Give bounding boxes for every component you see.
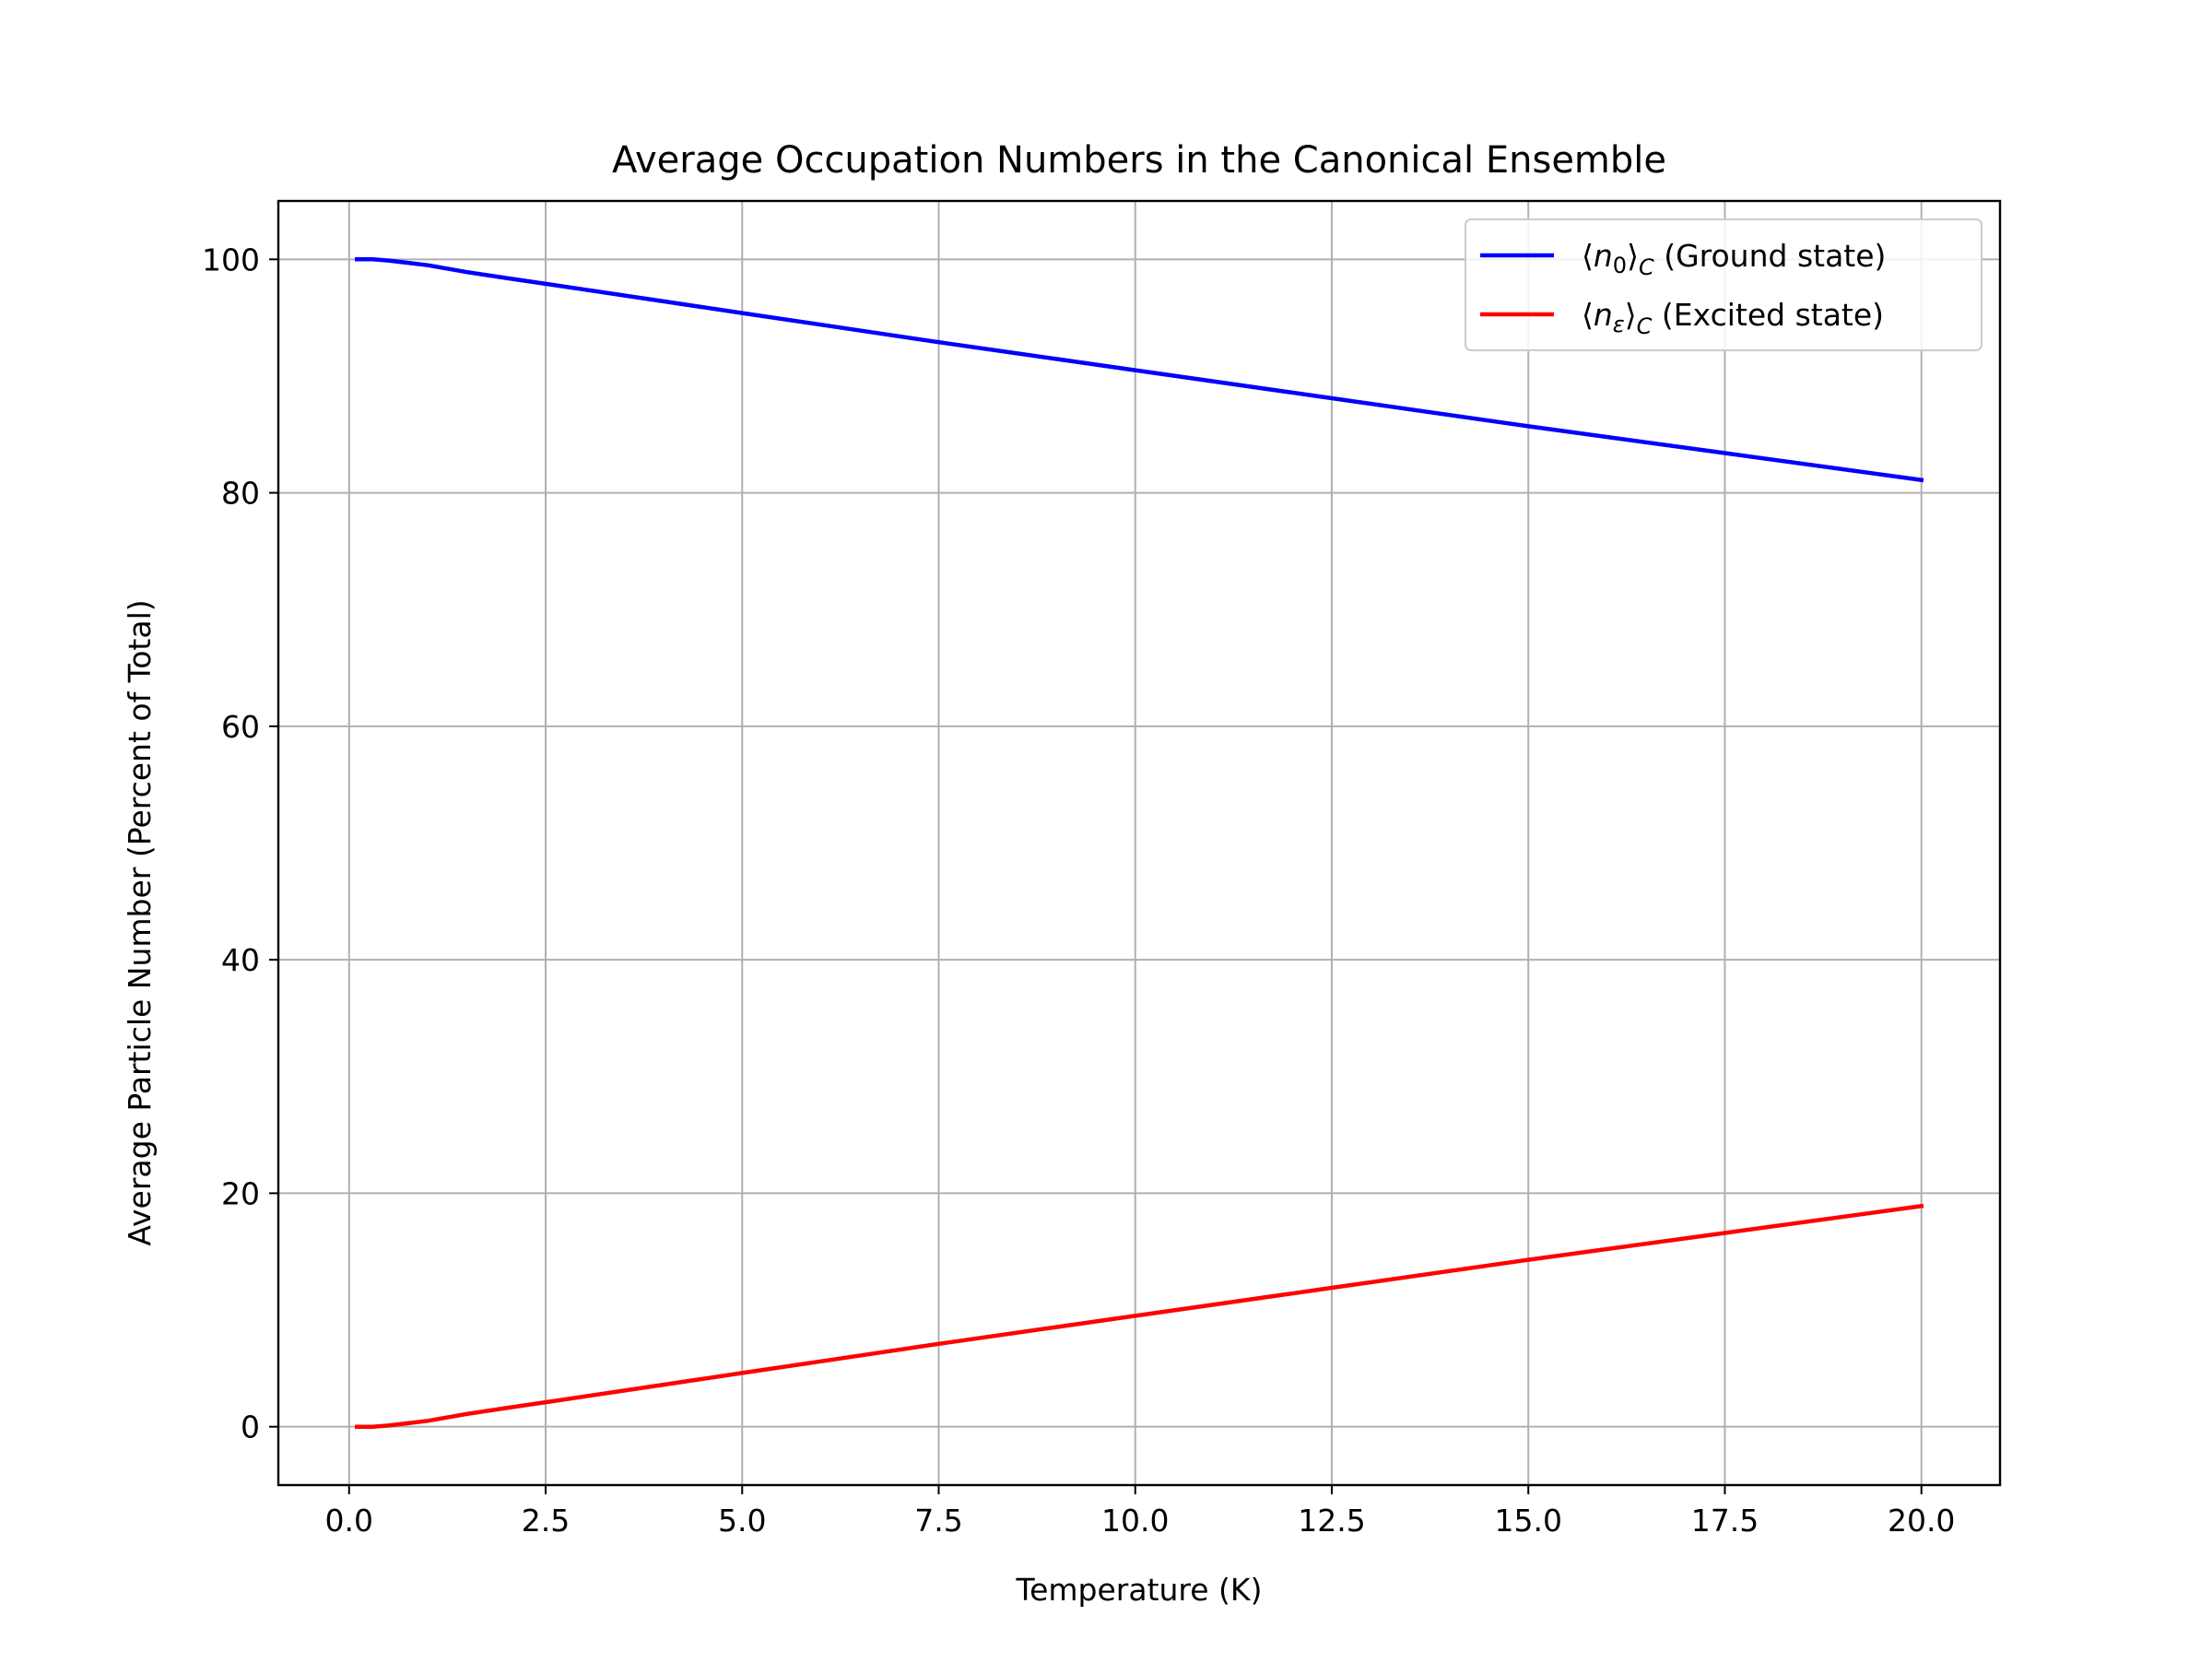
legend-label: ⟨nε⟩C (Excited state)	[1582, 297, 1884, 339]
legend-box	[1465, 218, 1983, 351]
axis-ticks: 0.0 2.5 5.0 7.5 10.0 12.5 15.0 17.5 20.0 0 20 40 60 8…	[202, 242, 1955, 1539]
x-tick-label: 0.0	[325, 1503, 373, 1539]
legend: ⟨n0⟩C (Ground state) ⟨nε⟩C (Excited state…	[1465, 218, 1983, 351]
y-tick-label: 20	[221, 1175, 260, 1211]
y-tick-label: 0	[241, 1409, 260, 1445]
y-tick-label: 80	[221, 476, 260, 512]
series-line-ground-state	[355, 257, 1924, 483]
x-tick-label: 12.5	[1298, 1503, 1365, 1539]
y-tick-label: 100	[202, 242, 260, 277]
chart-title: Average Occupation Numbers in the Canoni…	[612, 139, 1666, 182]
x-tick-label: 10.0	[1101, 1503, 1169, 1539]
x-axis-label: Temperature (K)	[1016, 1572, 1263, 1608]
x-tick-label: 20.0	[1888, 1503, 1955, 1539]
x-tick-label: 15.0	[1494, 1503, 1561, 1539]
x-tick-label: 7.5	[914, 1503, 962, 1539]
x-tick-label: 2.5	[522, 1503, 570, 1539]
grid-lines	[278, 201, 2000, 1485]
y-tick-label: 40	[221, 942, 260, 978]
legend-label: ⟨n0⟩C (Ground state)	[1582, 238, 1886, 280]
x-tick-label: 5.0	[718, 1503, 766, 1539]
y-tick-label: 60	[221, 709, 260, 745]
x-tick-label: 17.5	[1691, 1503, 1759, 1539]
y-axis-label: Average Particle Number (Percent of Tota…	[122, 599, 158, 1245]
series-lines	[355, 257, 1924, 1429]
series-line-excited-state	[355, 1203, 1924, 1429]
plot-frame	[276, 199, 2002, 1487]
